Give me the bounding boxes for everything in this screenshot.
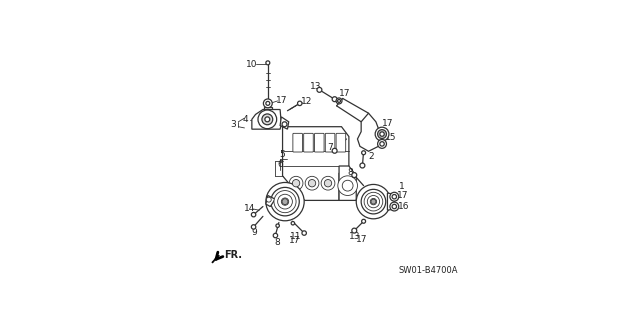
Circle shape: [390, 202, 399, 211]
Circle shape: [392, 195, 397, 199]
Circle shape: [273, 233, 278, 238]
Circle shape: [252, 212, 256, 217]
FancyBboxPatch shape: [314, 133, 324, 152]
Circle shape: [302, 231, 307, 235]
Circle shape: [266, 197, 271, 202]
Text: 8: 8: [275, 238, 280, 247]
Polygon shape: [282, 127, 349, 200]
Text: 9: 9: [252, 228, 257, 237]
Text: 13: 13: [310, 82, 321, 91]
Text: 17: 17: [276, 96, 288, 105]
Circle shape: [361, 189, 386, 214]
Circle shape: [362, 219, 365, 223]
Circle shape: [274, 190, 296, 213]
Circle shape: [324, 180, 332, 187]
Circle shape: [332, 148, 337, 153]
Circle shape: [362, 151, 365, 155]
Polygon shape: [358, 113, 380, 151]
Circle shape: [352, 173, 356, 178]
Circle shape: [342, 180, 353, 191]
Circle shape: [282, 122, 287, 127]
Text: 17: 17: [383, 119, 394, 128]
Circle shape: [371, 198, 376, 205]
Circle shape: [271, 187, 300, 216]
Circle shape: [352, 228, 356, 233]
Text: 6: 6: [278, 160, 284, 169]
Text: 1: 1: [399, 182, 404, 191]
Text: 2: 2: [368, 152, 374, 161]
Text: 11: 11: [291, 232, 302, 241]
Text: 4: 4: [243, 115, 248, 124]
Polygon shape: [266, 196, 275, 206]
FancyBboxPatch shape: [304, 133, 313, 152]
Text: 15: 15: [385, 133, 396, 142]
Circle shape: [291, 221, 294, 225]
Circle shape: [282, 198, 289, 205]
Text: 3: 3: [230, 120, 236, 129]
Circle shape: [265, 117, 270, 122]
Circle shape: [375, 127, 389, 141]
Polygon shape: [387, 193, 394, 210]
Circle shape: [258, 110, 276, 129]
Circle shape: [392, 204, 397, 209]
Polygon shape: [212, 256, 220, 263]
Circle shape: [282, 199, 288, 204]
Circle shape: [367, 196, 380, 208]
Circle shape: [356, 184, 390, 219]
Polygon shape: [264, 107, 271, 109]
Circle shape: [276, 224, 280, 227]
Circle shape: [266, 182, 304, 221]
Text: FR.: FR.: [225, 250, 243, 260]
Text: 14: 14: [244, 204, 255, 213]
Circle shape: [264, 99, 272, 108]
Circle shape: [278, 194, 292, 209]
Circle shape: [266, 101, 270, 105]
Circle shape: [298, 101, 302, 106]
Circle shape: [338, 176, 358, 196]
Circle shape: [390, 192, 399, 201]
Circle shape: [371, 199, 376, 204]
Circle shape: [292, 180, 300, 187]
Text: 17: 17: [397, 191, 409, 200]
Text: 16: 16: [398, 202, 410, 211]
Circle shape: [332, 97, 337, 102]
Text: 17: 17: [289, 236, 300, 245]
Circle shape: [380, 132, 384, 136]
Circle shape: [360, 163, 365, 168]
Circle shape: [266, 61, 270, 65]
Text: 8: 8: [348, 168, 353, 177]
Circle shape: [317, 87, 322, 92]
Circle shape: [364, 192, 383, 211]
Circle shape: [305, 176, 319, 190]
Circle shape: [308, 180, 316, 187]
Circle shape: [321, 176, 335, 190]
Circle shape: [336, 98, 342, 104]
Text: 17: 17: [356, 235, 367, 244]
Circle shape: [337, 100, 340, 102]
Text: SW01-B4700A: SW01-B4700A: [399, 266, 458, 275]
Text: 13: 13: [349, 232, 361, 241]
Text: 17: 17: [339, 89, 350, 98]
Circle shape: [380, 142, 384, 146]
Circle shape: [252, 225, 256, 229]
Circle shape: [262, 114, 273, 125]
Polygon shape: [252, 109, 282, 129]
Polygon shape: [339, 166, 356, 200]
Text: 5: 5: [279, 151, 285, 160]
Polygon shape: [280, 117, 289, 129]
Circle shape: [289, 176, 303, 190]
Circle shape: [378, 130, 387, 138]
Circle shape: [378, 139, 387, 148]
FancyBboxPatch shape: [325, 133, 335, 152]
Text: 12: 12: [301, 97, 313, 106]
FancyBboxPatch shape: [293, 133, 303, 152]
Text: 10: 10: [246, 60, 258, 69]
FancyBboxPatch shape: [336, 133, 346, 152]
Text: 7: 7: [328, 143, 333, 152]
